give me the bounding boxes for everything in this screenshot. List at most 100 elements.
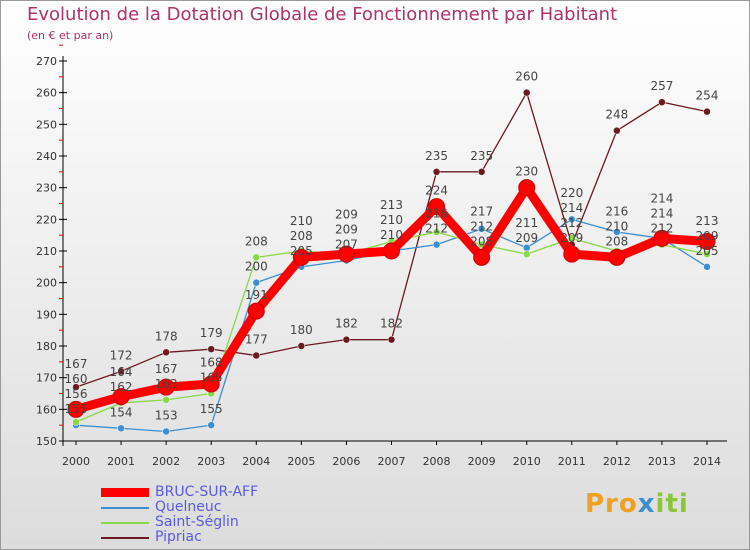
data-label: 209 xyxy=(696,229,719,243)
data-point xyxy=(568,234,576,243)
data-label: 213 xyxy=(380,198,403,212)
data-point xyxy=(247,302,265,320)
legend: BRUC-SUR-AFF Quelneuc Saint-Séglin Pipriac xyxy=(101,485,258,545)
data-point xyxy=(613,228,621,236)
data-label: 248 xyxy=(605,108,628,122)
data-label: 156 xyxy=(65,387,88,401)
y-tick-label: 270 xyxy=(36,55,57,68)
data-label: 210 xyxy=(380,228,403,242)
data-point xyxy=(703,107,711,116)
data-label: 160 xyxy=(65,372,88,386)
data-point xyxy=(342,335,351,344)
data-label: 254 xyxy=(696,89,719,103)
data-point xyxy=(162,348,170,357)
data-label: 182 xyxy=(335,317,358,331)
data-label: 209 xyxy=(335,223,358,237)
y-tick-label: 220 xyxy=(36,213,57,226)
data-label: 217 xyxy=(470,204,493,218)
data-point xyxy=(117,424,125,433)
y-tick-label: 170 xyxy=(36,372,57,385)
y-tick-label: 230 xyxy=(36,182,57,195)
x-tick-label: 2002 xyxy=(152,455,180,468)
data-label: 216 xyxy=(425,207,448,221)
data-label: 210 xyxy=(605,219,628,233)
data-label: 205 xyxy=(290,244,313,258)
legend-item: BRUC-SUR-AFF xyxy=(101,485,258,500)
data-label: 155 xyxy=(65,402,88,416)
data-point xyxy=(653,229,671,247)
data-label: 230 xyxy=(515,165,538,179)
data-label: 180 xyxy=(290,323,313,337)
x-tick-label: 2006 xyxy=(332,455,360,468)
data-label: 168 xyxy=(200,356,223,370)
data-label: 208 xyxy=(470,234,493,248)
data-point xyxy=(473,248,491,266)
data-label: 164 xyxy=(110,365,133,379)
data-label: 172 xyxy=(110,348,133,362)
data-label: 205 xyxy=(696,244,719,258)
y-tick-label: 250 xyxy=(36,118,57,131)
y-tick-label: 210 xyxy=(36,245,57,258)
x-tick-label: 2007 xyxy=(378,455,406,468)
data-label: 224 xyxy=(425,184,448,198)
data-label: 208 xyxy=(605,234,628,248)
data-label: 216 xyxy=(605,204,628,218)
legend-swatch xyxy=(101,536,149,539)
data-label: 213 xyxy=(696,214,719,228)
data-label: 260 xyxy=(515,70,538,84)
data-point xyxy=(292,248,310,266)
x-tick-label: 2000 xyxy=(62,455,90,468)
data-point xyxy=(477,168,486,176)
x-tick-label: 2003 xyxy=(197,455,225,468)
data-label: 209 xyxy=(335,208,358,222)
data-point xyxy=(337,245,355,263)
data-label: 179 xyxy=(200,326,223,340)
data-point xyxy=(207,345,215,353)
legend-item: Quelneuc xyxy=(101,500,258,515)
data-label: 214 xyxy=(560,201,583,215)
data-label: 257 xyxy=(650,79,673,93)
data-point xyxy=(72,383,80,391)
data-label: 214 xyxy=(650,207,673,221)
data-label: 208 xyxy=(245,234,268,248)
data-label: 207 xyxy=(335,238,358,252)
legend-swatch xyxy=(101,521,149,524)
data-point xyxy=(608,248,626,266)
chart-subtitle: (en € et par an) xyxy=(27,29,114,42)
x-tick-label: 2014 xyxy=(693,455,721,468)
data-point xyxy=(432,240,441,249)
data-point xyxy=(613,126,621,135)
x-tick-label: 2004 xyxy=(242,455,270,468)
legend-label: Saint-Séglin xyxy=(155,514,239,530)
data-point xyxy=(297,342,306,350)
data-point xyxy=(522,250,531,258)
data-point xyxy=(522,244,531,252)
data-label: 154 xyxy=(110,405,133,419)
legend-label: Quelneuc xyxy=(155,499,222,515)
legend-item: Pipriac xyxy=(101,530,258,545)
data-label: 208 xyxy=(290,229,313,243)
data-point xyxy=(387,335,396,344)
data-label: 177 xyxy=(245,333,268,347)
data-point xyxy=(432,228,441,236)
y-tick-label: 180 xyxy=(36,340,57,353)
data-label: 178 xyxy=(155,329,178,343)
data-point xyxy=(703,250,711,258)
y-tick-label: 260 xyxy=(36,87,57,100)
data-label: 212 xyxy=(425,222,448,236)
data-label: 212 xyxy=(470,219,493,233)
data-point xyxy=(568,215,576,224)
data-label: 212 xyxy=(650,222,673,236)
x-tick-label: 2009 xyxy=(468,455,496,468)
y-tick-label: 190 xyxy=(36,308,57,321)
data-point xyxy=(563,245,581,263)
data-point xyxy=(658,98,666,106)
data-label: 235 xyxy=(470,149,493,163)
x-tick-label: 2008 xyxy=(423,455,451,468)
y-tick-label: 240 xyxy=(36,150,57,163)
legend-label: Pipriac xyxy=(155,529,202,545)
data-label: 155 xyxy=(200,402,223,416)
legend-swatch xyxy=(101,506,149,509)
data-point xyxy=(252,278,261,287)
legend-label: BRUC-SUR-AFF xyxy=(155,484,259,500)
